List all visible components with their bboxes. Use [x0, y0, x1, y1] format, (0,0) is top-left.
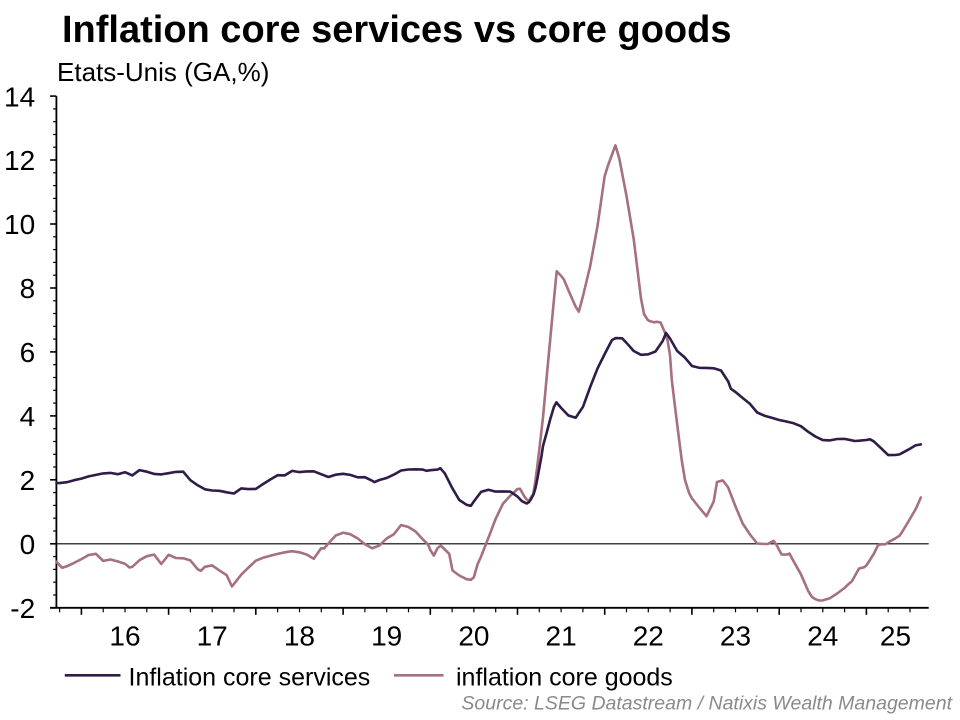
- svg-text:Source: LSEG Datastream / Nati: Source: LSEG Datastream / Natixis Wealth…: [461, 693, 953, 715]
- svg-text:10: 10: [4, 209, 35, 240]
- svg-text:17: 17: [197, 620, 228, 651]
- svg-text:2: 2: [20, 465, 36, 496]
- svg-text:20: 20: [458, 620, 489, 651]
- svg-text:Inflation core services vs cor: Inflation core services vs core goods: [62, 9, 731, 51]
- svg-text:0: 0: [20, 529, 36, 560]
- svg-text:18: 18: [284, 620, 315, 651]
- svg-text:16: 16: [109, 620, 140, 651]
- svg-text:23: 23: [720, 620, 751, 651]
- svg-text:4: 4: [20, 401, 36, 432]
- svg-text:6: 6: [20, 337, 36, 368]
- svg-text:Inflation core services: Inflation core services: [129, 663, 371, 691]
- svg-text:Etats-Unis (GA,%): Etats-Unis (GA,%): [57, 57, 269, 87]
- svg-text:12: 12: [4, 145, 35, 176]
- svg-text:25: 25: [880, 620, 911, 651]
- svg-text:21: 21: [546, 620, 577, 651]
- svg-text:-2: -2: [10, 593, 35, 624]
- svg-text:22: 22: [633, 620, 664, 651]
- svg-text:19: 19: [371, 620, 402, 651]
- svg-text:inflation core goods: inflation core goods: [456, 663, 673, 691]
- svg-text:8: 8: [20, 273, 36, 304]
- svg-text:24: 24: [807, 620, 838, 651]
- svg-text:14: 14: [4, 81, 35, 112]
